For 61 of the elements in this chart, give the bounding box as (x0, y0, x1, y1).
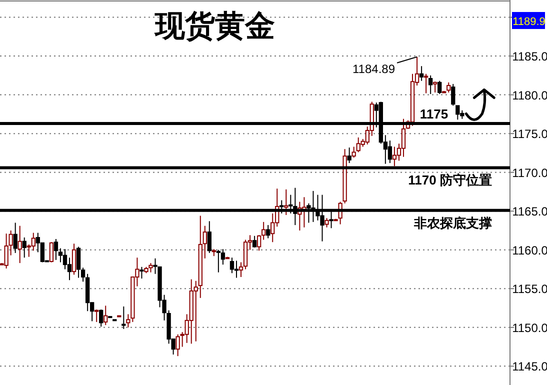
candlestick (104, 305, 108, 326)
candlestick (419, 66, 424, 82)
y-tick-label: 1145.0 (512, 360, 547, 374)
candlestick (67, 257, 72, 281)
candlestick (256, 234, 262, 252)
candlestick (76, 246, 81, 278)
candlestick (284, 188, 288, 216)
candlestick (220, 248, 226, 266)
candlestick (4, 233, 8, 269)
candlestick (446, 82, 451, 93)
candlestick (428, 74, 433, 95)
candlestick (234, 260, 239, 278)
y-tick-label: 1160.0 (512, 243, 547, 258)
ref-line-label: 非农探底支撑 (413, 215, 492, 230)
candlestick (202, 225, 207, 259)
candlestick (31, 232, 36, 252)
candlestick (216, 249, 221, 273)
y-tick-label: 1155.0 (512, 282, 547, 296)
candlestick (54, 238, 58, 260)
candlestick (424, 73, 428, 94)
annotation: 1175 (420, 106, 448, 122)
ref-line-label: 1170 防守位置 (408, 172, 492, 188)
candlestick (122, 306, 126, 330)
y-tick-label: 1170.0 (512, 166, 547, 180)
candlestick (140, 266, 144, 280)
candlestick (8, 230, 13, 256)
y-tick-label: 1165.0 (512, 204, 547, 219)
text: 1189.9 (512, 16, 546, 28)
chart-title: 现货黄金 (154, 10, 275, 43)
y-tick-label: 1185.0 (512, 50, 547, 64)
candlestick (72, 243, 76, 276)
candlestick (266, 224, 270, 239)
candlestick (347, 147, 352, 164)
candlestick (401, 118, 406, 158)
candlestick (58, 248, 63, 263)
candlestick (238, 262, 244, 278)
candlestick (392, 146, 397, 167)
candlestick (176, 334, 180, 357)
candlestick (13, 222, 18, 254)
candlestick (324, 218, 329, 228)
candlestick (49, 242, 54, 263)
candlestick (388, 140, 392, 164)
candlestick (230, 257, 234, 274)
candlestick (94, 309, 99, 322)
annotation: 1184.89 (352, 62, 396, 76)
candlestick (207, 220, 212, 254)
candlestick (194, 280, 198, 342)
candlestick (451, 83, 456, 106)
candlestick (22, 236, 26, 258)
candlestick (18, 225, 22, 264)
candlestick (352, 146, 356, 158)
y-tick-label: 1180.0 (512, 88, 547, 102)
y-tick-label: 1150.0 (512, 320, 547, 335)
candlestick (62, 248, 68, 270)
candlestick (438, 80, 442, 95)
candlestick (261, 221, 266, 240)
candlestick (126, 314, 130, 328)
candlestick (456, 105, 460, 120)
candlestick (433, 81, 438, 93)
candlestick (99, 309, 104, 328)
y-tick-label: 1175.0 (512, 127, 547, 142)
